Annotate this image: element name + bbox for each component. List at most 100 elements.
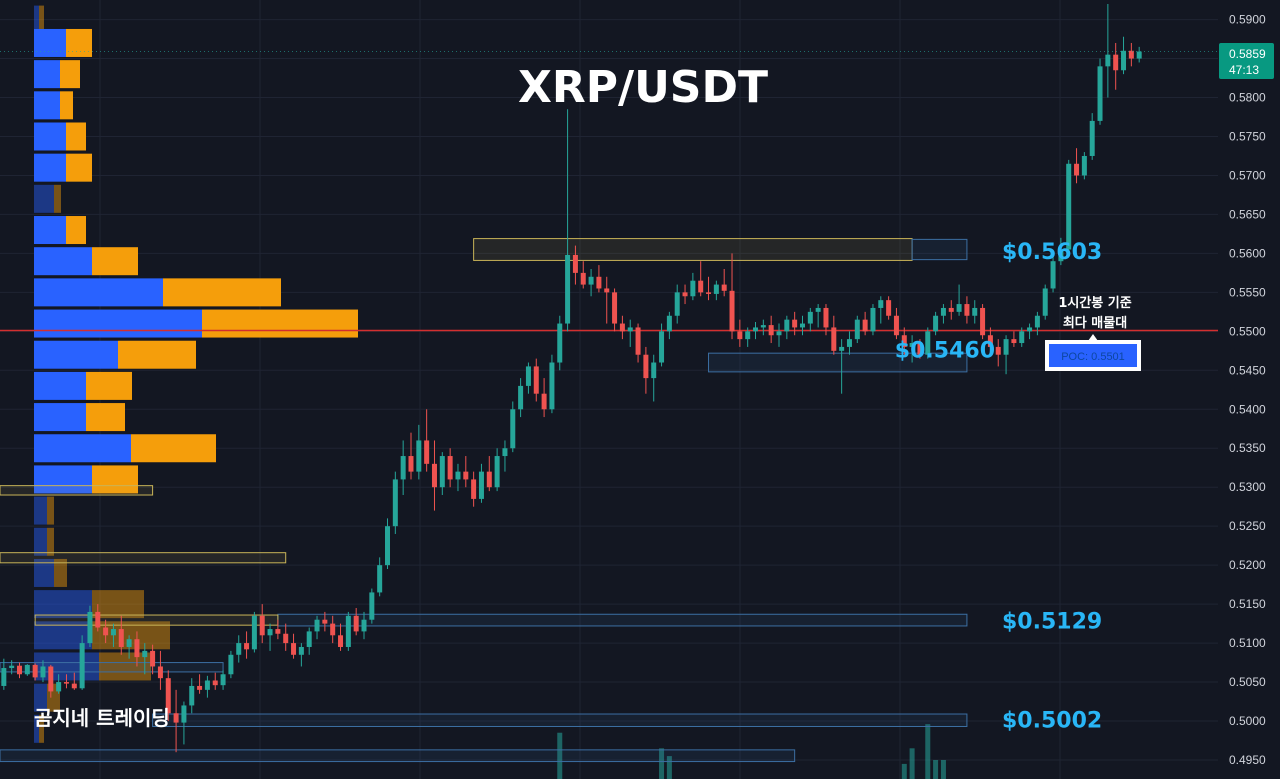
price-tick-label: 0.5700 — [1229, 168, 1266, 182]
volume-profile-sell-bar — [66, 216, 86, 245]
volume-profile-buy-bar — [34, 122, 66, 151]
poc-note-line1: 1시간봉 기준 — [1058, 295, 1131, 311]
zone-box — [911, 238, 968, 261]
volume-profile-buy-bar — [34, 496, 47, 525]
candle-body — [987, 335, 993, 347]
volume-profile-sell-bar — [202, 309, 358, 338]
price-tick-label: 0.5400 — [1229, 402, 1266, 416]
price-tick-label: 0.5300 — [1229, 480, 1266, 494]
volume-profile-buy-bar — [34, 91, 60, 120]
candle-body — [1074, 163, 1080, 176]
candle-body — [157, 666, 163, 679]
volume-profile-buy-bar — [34, 153, 66, 182]
price-tick-label: 0.5450 — [1229, 363, 1266, 377]
candle-body — [1011, 339, 1017, 344]
candle-body — [893, 315, 899, 336]
price-tick-label: 0.5150 — [1229, 597, 1266, 611]
poc-annotation: 1시간봉 기준 최다 매물대 POC: 0.5501 — [1045, 295, 1141, 371]
volume-profile-buy-bar — [34, 371, 86, 400]
candle-body — [799, 323, 805, 328]
candle-body — [690, 280, 696, 297]
candle-body — [110, 629, 116, 636]
candle-body — [118, 629, 124, 647]
candle-body — [463, 471, 469, 480]
volume-bar — [925, 724, 931, 779]
poc-label-box — [1049, 344, 1137, 367]
candle-body — [1, 668, 7, 686]
candle-body — [1128, 50, 1134, 59]
candle-body — [220, 674, 226, 686]
level-labels: $0.5603 $0.5460 $0.5129 $0.5002 — [895, 240, 1102, 733]
volume-bar — [666, 756, 672, 779]
candle-body — [1027, 327, 1033, 332]
candle-body — [259, 615, 265, 636]
zone-box — [34, 614, 279, 626]
candle-body — [439, 456, 445, 488]
candle-body — [56, 682, 62, 692]
level-label: $0.5460 — [895, 339, 995, 364]
candle-body — [713, 284, 719, 294]
candle-body — [518, 385, 524, 410]
candle-body — [447, 456, 453, 480]
volume-profile — [34, 5, 358, 743]
candle-body — [862, 319, 868, 332]
zone-box — [277, 613, 968, 627]
candle-body — [471, 479, 477, 499]
candle-body — [32, 664, 38, 678]
candle-body — [338, 635, 344, 647]
candle-body — [416, 440, 422, 472]
volume-bar — [933, 760, 939, 779]
candle-body — [353, 615, 359, 632]
candle-body — [486, 471, 492, 488]
volume-profile-sell-bar — [54, 184, 61, 213]
zone-box — [152, 713, 968, 727]
level-label: $0.5603 — [1002, 240, 1102, 265]
candle-body — [565, 254, 571, 324]
candle-body — [737, 331, 743, 340]
volume-profile-sell-bar — [60, 91, 73, 120]
volume-profile-buy-bar — [34, 247, 92, 276]
candle-body — [361, 619, 367, 632]
volume-profile-sell-bar — [163, 278, 281, 307]
volume-bar — [901, 763, 907, 779]
candle-body — [917, 343, 923, 355]
volume-profile-buy-bar — [34, 5, 39, 34]
zone-box — [0, 662, 224, 673]
candle-body — [181, 705, 187, 723]
candle-body — [612, 292, 618, 324]
volume-bar — [557, 732, 563, 779]
price-axis[interactable]: 0.4950 0.5000 0.5050 0.5100 0.5150 0.5200 0.52… — [0, 13, 1266, 767]
candle-body — [400, 456, 406, 480]
candle-body — [831, 327, 837, 351]
volume-profile-sell-bar — [92, 465, 138, 494]
candle-body — [823, 307, 829, 328]
candle-body — [792, 319, 798, 328]
level-label: $0.5002 — [1002, 708, 1102, 733]
volume-profile-sell-bar — [92, 590, 144, 619]
candle-body — [283, 633, 289, 644]
volume-profile-buy-bar — [34, 216, 66, 245]
candle-body — [878, 300, 884, 308]
poc-line-group — [0, 329, 1218, 341]
candle-body — [150, 650, 156, 667]
candle-body — [753, 327, 759, 332]
volume-profile-buy-bar — [34, 184, 54, 213]
current-price-countdown: 47:13 — [1229, 63, 1259, 77]
candle-body — [306, 631, 312, 647]
zone-box — [0, 552, 287, 564]
candle-body — [291, 643, 297, 655]
volume-bar — [909, 748, 915, 779]
candle-body — [1121, 50, 1127, 71]
candle-body — [729, 290, 735, 332]
candle-body — [635, 327, 641, 355]
price-tick-label: 0.5500 — [1229, 324, 1266, 338]
candle-body — [933, 315, 939, 332]
candle-body — [870, 307, 876, 332]
candle-body — [1136, 51, 1142, 59]
volume-profile-sell-bar — [66, 153, 92, 182]
zone-box — [0, 485, 154, 496]
candle-body — [588, 276, 594, 285]
candle-body — [244, 643, 250, 650]
candle-body — [1066, 163, 1072, 250]
